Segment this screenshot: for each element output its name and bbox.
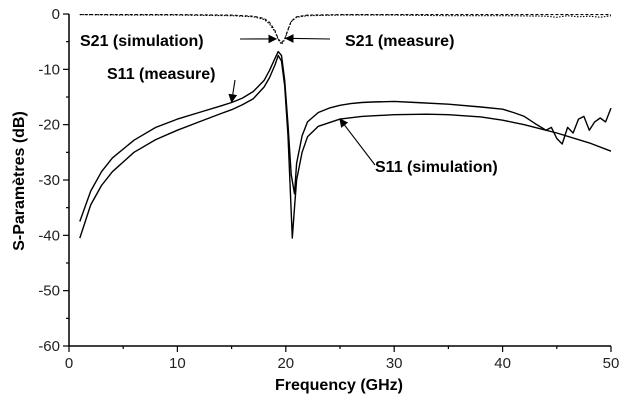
x-tick-label: 20 [277, 355, 294, 372]
annotations-group: S21 (simulation) S21 (measure) S11 (measur… [80, 33, 498, 176]
y-tick-label: -20 [38, 117, 60, 134]
x-tick-label: 40 [494, 355, 511, 372]
x-tick-label: 50 [603, 355, 620, 372]
y-tick-label: -60 [38, 338, 60, 355]
series-line [79, 14, 612, 45]
x-axis-title: Frequency (GHz) [275, 377, 403, 394]
annotation-arrow [228, 79, 238, 104]
annotation-label: S21 (simulation) [80, 33, 204, 50]
annotation-label: S11 (measure) [107, 66, 216, 83]
x-tick-label: 0 [65, 355, 73, 372]
x-tick-label: 10 [169, 355, 186, 372]
y-tick-label: -40 [38, 227, 60, 244]
series-group [79, 14, 612, 239]
axis-ticks: 0 10 20 30 40 50 0 -10 -20 -30 -40 -50 -60 [38, 6, 619, 372]
y-tick-label: -30 [38, 172, 60, 189]
plot-frame [68, 14, 611, 347]
y-axis-title: S-Paramètres (dB) [11, 111, 28, 251]
series-line [79, 14, 611, 44]
y-tick-label: -10 [38, 61, 60, 78]
y-tick-label: -50 [38, 283, 60, 300]
annotation-label: S21 (measure) [345, 33, 454, 50]
annotation-arrow [284, 34, 331, 43]
series-line [79, 54, 612, 239]
y-tick-label: 0 [52, 6, 60, 23]
annotation-arrow [339, 118, 376, 166]
annotation-label: S11 (simulation) [375, 159, 498, 176]
x-tick-label: 30 [386, 355, 403, 372]
series-line [79, 50, 612, 222]
